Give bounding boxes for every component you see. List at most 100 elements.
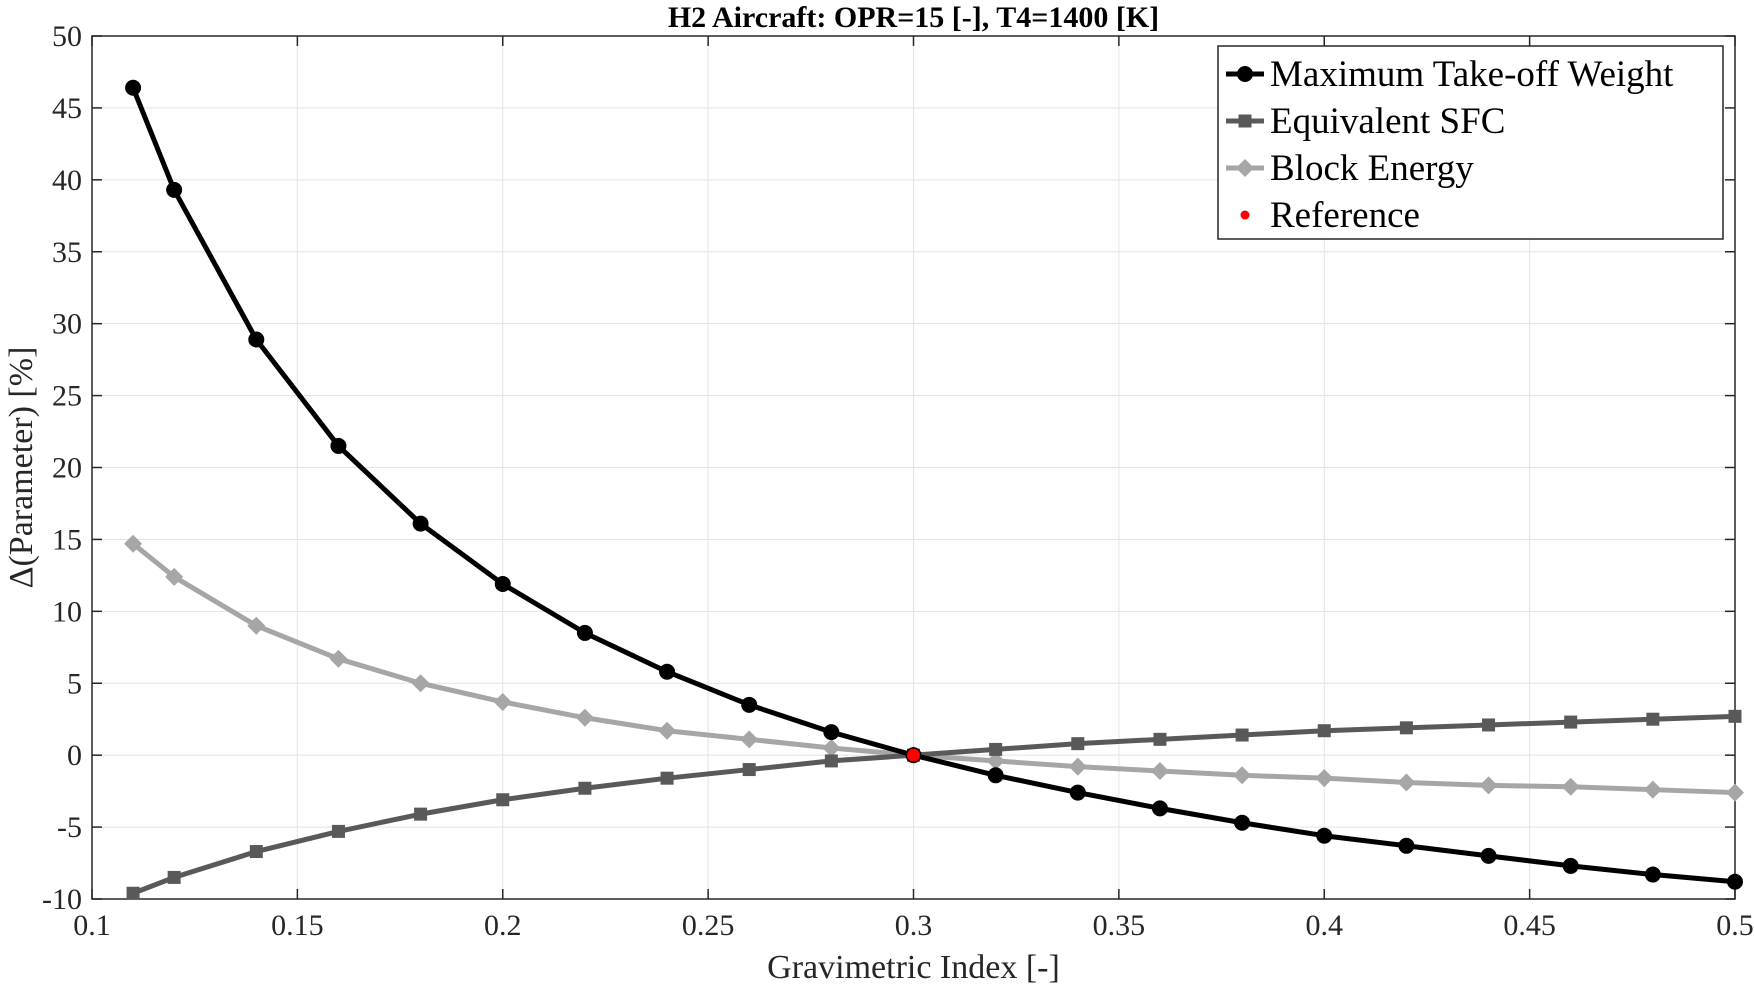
- x-tick-label: 0.5: [1716, 909, 1754, 942]
- legend-label: Equivalent SFC: [1270, 101, 1505, 142]
- data-point: [1644, 866, 1661, 883]
- axes: 0.1 0.15 0.2 0.25 0.3 0.35 0.4 0.45 0.5 -10 -5 0 5 10…: [42, 20, 1754, 942]
- x-axis-label: Gravimetric Index [-]: [767, 949, 1060, 986]
- data-point: [823, 724, 840, 741]
- data-point: [658, 721, 677, 740]
- y-tick-label: 25: [52, 380, 82, 413]
- data-point: [659, 663, 676, 680]
- series-layer: [124, 79, 1744, 900]
- data-point: [1727, 873, 1743, 890]
- data-point: [576, 624, 593, 641]
- data-point: [1317, 724, 1331, 738]
- y-tick-label: 50: [52, 20, 82, 53]
- data-point: [124, 534, 143, 553]
- data-point: [989, 742, 1003, 756]
- y-tick-label: -5: [57, 811, 82, 844]
- y-tick-label: 0: [67, 739, 82, 772]
- data-point: [1233, 766, 1252, 785]
- data-point: [1726, 783, 1744, 802]
- x-tick-label: 0.45: [1503, 909, 1556, 942]
- x-tick-label: 0.2: [484, 909, 522, 942]
- data-point: [1071, 737, 1085, 751]
- data-point: [1397, 773, 1416, 792]
- legend-item: Reference: [1240, 195, 1420, 236]
- data-point: [166, 181, 183, 198]
- legend-swatch-marker: [1240, 210, 1250, 220]
- x-tick-label: 0.35: [1093, 909, 1146, 942]
- legend-label: Block Energy: [1270, 148, 1474, 189]
- data-point: [986, 751, 1005, 770]
- data-point: [1316, 827, 1333, 844]
- y-tick-label: 45: [52, 92, 82, 125]
- x-tick-label: 0.25: [682, 909, 735, 942]
- reference-point: [907, 748, 920, 762]
- data-point: [1150, 761, 1169, 780]
- data-point: [412, 515, 429, 532]
- data-point: [824, 754, 838, 768]
- y-tick-label: 30: [52, 308, 82, 341]
- y-tick-label: 15: [52, 523, 82, 556]
- data-point: [1235, 728, 1249, 742]
- data-point: [1151, 800, 1168, 817]
- data-point: [1728, 709, 1742, 723]
- data-point: [822, 738, 841, 757]
- data-point: [1069, 784, 1086, 801]
- x-tick-label: 0.15: [271, 909, 324, 942]
- data-point: [411, 674, 430, 693]
- data-point: [1315, 769, 1334, 788]
- data-point: [1399, 721, 1413, 735]
- data-point: [1068, 757, 1087, 776]
- x-tick-label: 0.1: [73, 909, 111, 942]
- data-point: [740, 730, 759, 749]
- y-axis-label: Δ(Parameter) [%]: [3, 347, 40, 589]
- legend-item: Block Energy: [1226, 148, 1474, 189]
- data-point: [126, 886, 140, 900]
- data-point: [167, 870, 181, 884]
- x-tick-label: 0.4: [1306, 909, 1344, 942]
- legend-swatch-marker: [1236, 159, 1254, 177]
- legend-swatch-marker: [1237, 66, 1253, 82]
- data-point: [1562, 857, 1579, 874]
- data-point: [493, 692, 512, 711]
- data-point: [165, 567, 184, 586]
- y-tick-label: 5: [67, 667, 82, 700]
- data-point: [329, 649, 348, 668]
- legend-label: Reference: [1270, 195, 1420, 236]
- data-point: [414, 807, 428, 821]
- data-point: [578, 781, 592, 795]
- legend-item: Equivalent SFC: [1226, 101, 1505, 142]
- legend-item: Maximum Take-off Weight: [1226, 54, 1674, 95]
- data-point: [247, 616, 266, 635]
- y-tick-label: 20: [52, 452, 82, 485]
- data-point: [741, 696, 758, 713]
- y-tick-label: 35: [52, 236, 82, 269]
- data-point: [1561, 777, 1580, 796]
- data-point: [1482, 718, 1496, 732]
- y-tick-label: 40: [52, 164, 82, 197]
- data-point: [496, 793, 510, 807]
- data-point: [1646, 712, 1660, 726]
- data-point: [1479, 776, 1498, 795]
- data-point: [742, 763, 756, 777]
- y-tick-label: -10: [42, 883, 82, 916]
- data-point: [494, 576, 511, 593]
- data-point: [125, 79, 142, 96]
- data-point: [987, 767, 1004, 784]
- data-point: [331, 824, 345, 838]
- data-point: [330, 437, 347, 454]
- data-point: [249, 845, 263, 859]
- legend-swatch-marker: [1238, 114, 1252, 128]
- legend-box: [1217, 45, 1724, 240]
- data-point: [1234, 814, 1251, 831]
- data-point: [1153, 732, 1167, 746]
- x-tick-label: 0.3: [895, 909, 933, 942]
- legend-label: Maximum Take-off Weight: [1270, 54, 1674, 95]
- y-tick-label: 10: [52, 595, 82, 628]
- data-point: [248, 331, 265, 348]
- data-point: [1398, 837, 1415, 854]
- data-point: [1643, 780, 1662, 799]
- plot-frame: [91, 35, 1736, 900]
- legend: Maximum Take-off Weight Equivalent SFC Blo…: [1217, 45, 1724, 240]
